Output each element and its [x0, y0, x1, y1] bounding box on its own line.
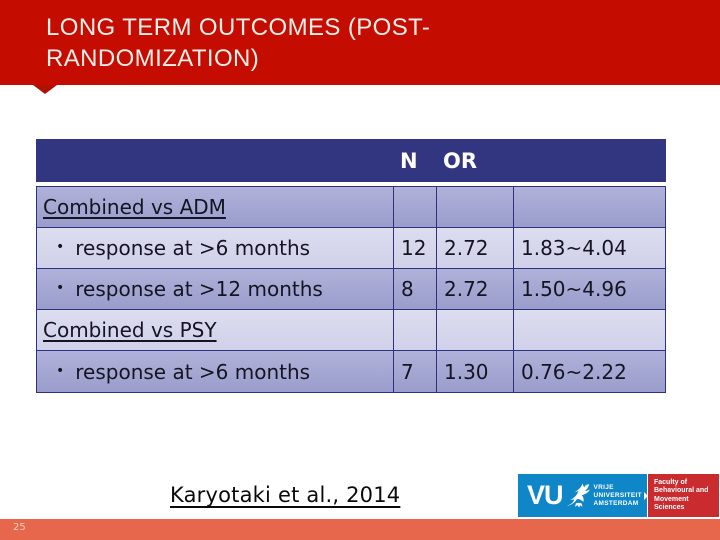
- cell-or: 2.72: [437, 228, 514, 268]
- page-number: 25: [13, 522, 26, 533]
- cell-ci: 0.76~2.22: [521, 359, 627, 384]
- section-label: Combined vs PSY: [37, 310, 394, 350]
- cell-or: [437, 187, 514, 227]
- row-label: response at >6 months: [37, 228, 394, 268]
- cell-ci: 1.50~4.96: [521, 277, 627, 301]
- vu-faculty-panel: Faculty of Behavioural and Movement Scie…: [644, 474, 719, 517]
- table-body: Combined vs ADM response at >6 months 12…: [36, 186, 666, 393]
- vu-university-line: VRIJE: [593, 483, 614, 491]
- vu-university-line: AMSTERDAM: [593, 499, 639, 507]
- header-cell-label: [36, 139, 393, 182]
- table-header-row: N OR: [36, 139, 666, 182]
- vu-faculty-line: Movement Sciences: [654, 495, 689, 512]
- vu-faculty-line: Faculty of: [654, 478, 688, 486]
- footer-bar: 25: [0, 519, 720, 540]
- table-row: response at >6 months 12 2.72 1.83~4.04: [37, 228, 665, 269]
- section-label: Combined vs ADM: [37, 187, 394, 227]
- cell-n: 8: [394, 269, 437, 309]
- vu-university-name: VRIJE UNIVERSITEIT AMSTERDAM: [594, 484, 642, 508]
- slide-title-line2: RANDOMIZATION): [46, 45, 260, 72]
- cell-n: [394, 310, 437, 350]
- vu-faculty-line: Behavioural and: [654, 487, 709, 494]
- header-cell-ci: [513, 139, 666, 182]
- slide-title: LONG TERM OUTCOMES (POST- RANDOMIZATION): [46, 12, 430, 74]
- cell-n: [394, 187, 437, 227]
- cell-or: 2.72: [437, 269, 514, 309]
- slide-title-line1: LONG TERM OUTCOMES (POST-: [46, 14, 431, 41]
- vu-logo: VU VRIJE UNIVERSITEIT AMSTERDAM Faculty …: [518, 474, 719, 517]
- vu-logo-blue-panel: VU VRIJE UNIVERSITEIT AMSTERDAM: [518, 474, 647, 517]
- vu-griffin-icon: [566, 483, 590, 508]
- header-cell-or: OR: [443, 148, 478, 173]
- cell-n: 12: [394, 228, 437, 268]
- table-section-row: Combined vs ADM: [37, 187, 665, 228]
- table-row: response at >12 months 8 2.72 1.50~4.96: [37, 269, 665, 310]
- cell-n: 7: [394, 351, 437, 392]
- vu-university-line: UNIVERSITEIT: [593, 491, 642, 499]
- cell-ci: 1.83~4.04: [521, 236, 627, 260]
- vu-wordmark: VU: [527, 480, 564, 510]
- header-cell-n: N: [400, 148, 418, 173]
- table-section-row: Combined vs PSY: [37, 310, 665, 351]
- logo-seam-arrow-icon: [644, 492, 648, 500]
- cell-ci: [514, 310, 667, 350]
- cell-or: 1.30: [437, 351, 514, 392]
- row-label: response at >6 months: [37, 351, 394, 392]
- title-banner: LONG TERM OUTCOMES (POST- RANDOMIZATION): [0, 0, 720, 85]
- outcomes-table: N OR Combined vs ADM response at >6 mont…: [36, 139, 666, 393]
- row-label: response at >12 months: [37, 269, 394, 309]
- cell-or: [437, 310, 514, 350]
- cell-ci: [514, 187, 667, 227]
- banner-pointer-icon: [33, 85, 57, 94]
- table-row: response at >6 months 7 1.30 0.76~2.22: [37, 351, 665, 392]
- citation: Karyotaki et al., 2014: [170, 483, 401, 507]
